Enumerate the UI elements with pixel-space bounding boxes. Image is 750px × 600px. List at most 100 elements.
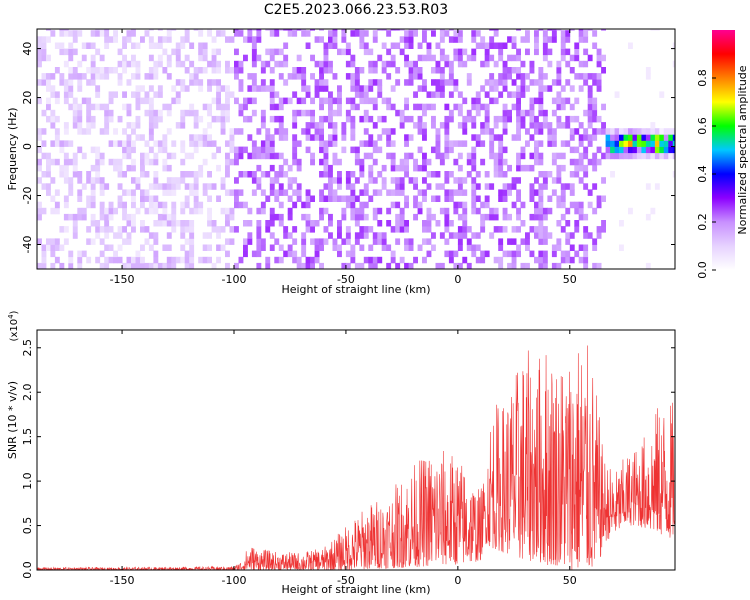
heatmap-cell xyxy=(480,250,486,258)
heatmap-cell xyxy=(538,232,544,239)
heatmap-cell xyxy=(377,29,383,31)
heatmap-cell xyxy=(645,152,651,160)
heatmap-cell xyxy=(216,79,221,86)
heatmap-cell xyxy=(193,183,199,190)
heatmap-cell xyxy=(184,226,190,233)
heatmap-cell xyxy=(399,48,405,56)
heatmap-cell xyxy=(516,103,521,111)
heatmap-cell xyxy=(560,122,566,129)
heatmap-cell xyxy=(345,73,351,80)
heatmap-cell xyxy=(408,67,414,74)
heatmap-cell xyxy=(556,29,562,31)
heatmap-cell xyxy=(471,54,477,62)
heatmap-cell xyxy=(569,103,575,111)
heatmap-cell xyxy=(605,152,611,160)
heatmap-cell xyxy=(207,85,212,92)
heatmap-cell xyxy=(296,195,302,202)
heatmap-cell xyxy=(520,238,526,245)
heatmap-cell xyxy=(278,171,284,178)
heatmap-cell xyxy=(251,140,257,147)
heatmap-cell xyxy=(211,220,217,227)
heatmap-cell xyxy=(484,250,490,258)
heatmap-cell xyxy=(551,79,557,86)
heatmap-cell xyxy=(90,73,96,80)
heatmap-cell xyxy=(166,220,172,227)
heatmap-cell xyxy=(350,30,356,37)
heatmap-cell xyxy=(220,122,226,129)
heatmap-cell xyxy=(171,213,177,221)
heatmap-cell xyxy=(104,226,110,233)
heatmap-cell xyxy=(601,220,606,227)
heatmap-cell xyxy=(377,207,383,215)
heatmap-cell xyxy=(498,195,504,202)
heatmap-cell xyxy=(534,177,539,184)
heatmap-cell xyxy=(148,195,154,202)
heatmap-cell xyxy=(354,195,360,202)
heatmap-cell xyxy=(484,54,490,62)
heatmap-cell xyxy=(551,244,557,251)
heatmap-cell xyxy=(310,134,315,141)
heatmap-cell xyxy=(435,152,441,160)
heatmap-cell xyxy=(265,195,271,202)
heatmap-cell xyxy=(502,250,508,258)
heatmap-cell xyxy=(122,238,127,245)
heatmap-cell xyxy=(202,189,208,196)
heatmap-cell xyxy=(457,262,463,269)
heatmap-cell xyxy=(229,238,235,245)
heatmap-cell xyxy=(157,42,163,49)
heatmap-cell xyxy=(122,54,127,62)
heatmap-cell xyxy=(354,152,360,160)
heatmap-cell xyxy=(431,171,436,178)
x-tick-label: 50 xyxy=(563,273,577,286)
heatmap-cell xyxy=(345,232,351,239)
heatmap-cell xyxy=(328,213,333,221)
heatmap-cell xyxy=(596,146,602,154)
heatmap-cell xyxy=(260,109,266,117)
heatmap-cell xyxy=(46,238,51,245)
heatmap-cell xyxy=(399,29,405,31)
heatmap-cell xyxy=(323,164,329,172)
heatmap-cell xyxy=(256,244,262,251)
heatmap-cell xyxy=(534,36,539,43)
heatmap-cell xyxy=(99,158,105,166)
heatmap-cell xyxy=(207,213,212,221)
heatmap-cell xyxy=(269,183,275,190)
heatmap-cell xyxy=(135,134,141,141)
heatmap-cell xyxy=(104,73,110,80)
heatmap-cell xyxy=(54,189,60,196)
heatmap-cell xyxy=(341,36,347,43)
heatmap-cell xyxy=(117,48,123,56)
heatmap-cell xyxy=(157,109,163,117)
snr-frame xyxy=(36,329,676,571)
heatmap-cell xyxy=(301,30,307,37)
heatmap-cell xyxy=(350,134,356,141)
heatmap-cell xyxy=(310,195,315,202)
heatmap-cell xyxy=(148,54,154,62)
heatmap-cell xyxy=(256,238,262,245)
heatmap-cell xyxy=(283,29,289,31)
heatmap-cell xyxy=(542,36,548,43)
heatmap-cell xyxy=(475,195,481,202)
heatmap-cell xyxy=(480,226,486,233)
heatmap-cell xyxy=(99,183,105,190)
heatmap-cell xyxy=(211,97,217,105)
heatmap-cell xyxy=(645,67,651,74)
heatmap-cell xyxy=(59,42,65,49)
heatmap-cell xyxy=(184,250,190,258)
heatmap-cell xyxy=(592,79,598,86)
heatmap-cell xyxy=(50,91,56,98)
heatmap-cell xyxy=(538,189,544,196)
heatmap-cell xyxy=(551,177,557,184)
heatmap-cell xyxy=(413,67,418,74)
heatmap-cell xyxy=(516,250,521,258)
heatmap-cell xyxy=(292,226,298,233)
heatmap-cell xyxy=(234,189,239,196)
heatmap-cell xyxy=(462,189,468,196)
heatmap-cell xyxy=(337,250,342,258)
heatmap-cell xyxy=(480,122,486,129)
heatmap-cell xyxy=(287,73,293,80)
heatmap-cell xyxy=(489,213,495,221)
heatmap-cell xyxy=(90,115,96,123)
heatmap-cell xyxy=(328,36,333,43)
heatmap-cell xyxy=(193,207,199,215)
